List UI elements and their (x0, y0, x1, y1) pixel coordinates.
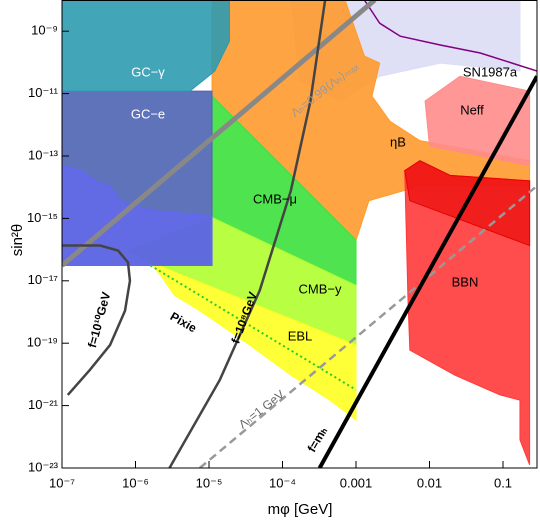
line-label: Λₕ=1 GeV (236, 387, 287, 431)
region-label: EBL (288, 328, 313, 343)
region-label: CMB−y (299, 281, 342, 296)
line-label: f=10¹⁰GeV (85, 290, 113, 349)
region-label: Neff (460, 102, 484, 117)
region-label: CMB−μ (253, 191, 297, 206)
x-tick-label: 10⁻⁷ (49, 475, 75, 490)
curve (62, 244, 132, 396)
line-label: Pixie (168, 309, 200, 335)
y-tick-label: 10⁻²³ (28, 459, 59, 474)
x-tick-label: 10⁻⁴ (269, 475, 296, 490)
x-tick-label: 0.1 (494, 475, 512, 490)
x-tick-label: 10⁻⁵ (196, 475, 223, 490)
x-tick-label: 10⁻⁶ (122, 475, 149, 490)
y-tick-label: 10⁻¹⁹ (27, 335, 58, 350)
region-label: BBN (452, 274, 479, 289)
x-tick-label: 0.001 (340, 475, 373, 490)
region (424, 75, 531, 167)
y-tick-label: 10⁻¹⁵ (27, 210, 58, 225)
x-tick-label: 0.01 (417, 475, 442, 490)
region-label: SN1987a (463, 64, 518, 79)
plot-area (62, 0, 537, 468)
y-tick-label: 10⁻¹¹ (28, 85, 59, 100)
frame (61, 0, 538, 469)
curve (168, 0, 327, 468)
region (62, 0, 230, 92)
curve (363, 0, 537, 72)
curve (62, 0, 377, 268)
line-label: f=mₕ (305, 424, 330, 454)
curve (199, 184, 537, 468)
y-axis-title: sin²θ (9, 224, 26, 257)
y-tick-label: 10⁻¹³ (28, 147, 59, 162)
y-tick-label: 10⁻²¹ (28, 397, 59, 412)
y-tick-label: 10⁻⁹ (31, 23, 58, 38)
region-label: ηB (390, 134, 406, 149)
region-label: GC−γ (131, 64, 165, 79)
region-label: GC−e (131, 106, 165, 121)
x-axis-title: mφ [GeV] (268, 501, 333, 518)
y-tick-label: 10⁻¹⁷ (28, 272, 59, 287)
curve (317, 75, 537, 468)
curve (149, 264, 357, 391)
